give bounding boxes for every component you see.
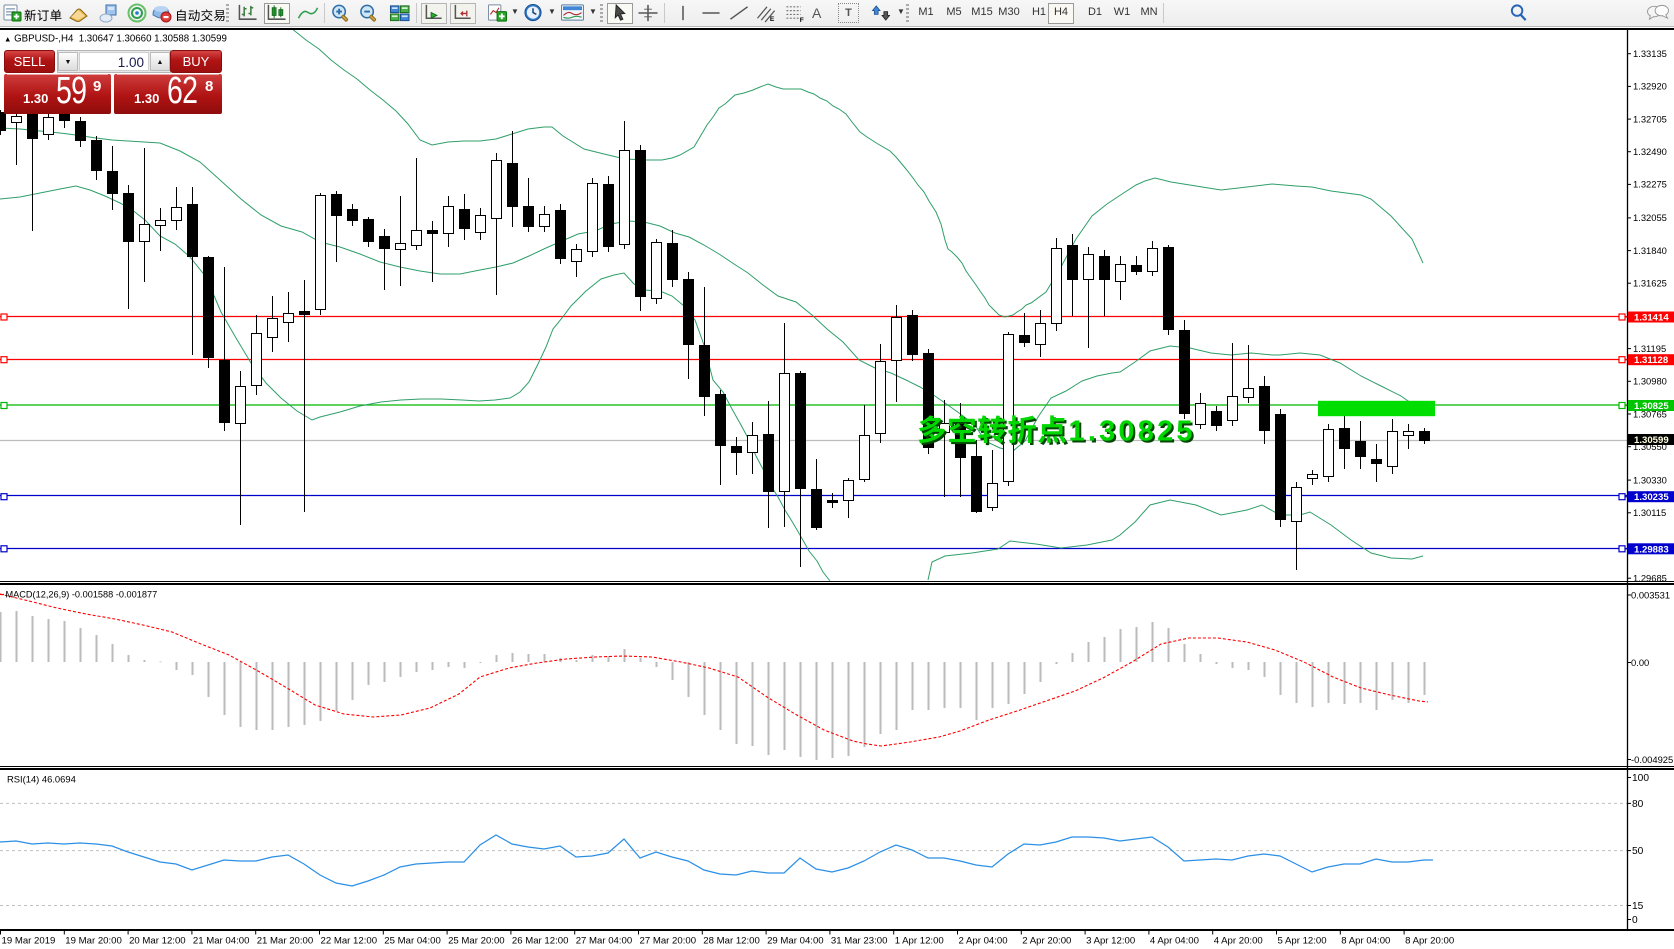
svg-text:8 Apr 04:00: 8 Apr 04:00 [1341, 936, 1390, 947]
svg-text:1.31840: 1.31840 [1633, 245, 1667, 256]
svg-text:RSI(14) 46.0694: RSI(14) 46.0694 [7, 774, 76, 785]
svg-text:22 Mar 12:00: 22 Mar 12:00 [321, 936, 378, 947]
svg-text:1.31414: 1.31414 [1634, 313, 1669, 324]
svg-text:1.30825: 1.30825 [1634, 401, 1669, 412]
svg-text:0.003531: 0.003531 [1631, 589, 1670, 600]
svg-text:-0.004925: -0.004925 [1631, 754, 1673, 765]
svg-text:25 Mar 04:00: 25 Mar 04:00 [384, 936, 441, 947]
svg-text:▲ GBPUSD-,H4 1.30647 1.30660: ▲ GBPUSD-,H4 1.30647 1.30660 1.30588 1.3… [4, 34, 227, 45]
svg-text:20 Mar 12:00: 20 Mar 12:00 [129, 936, 186, 947]
svg-text:1.30115: 1.30115 [1633, 507, 1666, 518]
svg-text:1.30980: 1.30980 [1633, 376, 1667, 387]
svg-text:1.29685: 1.29685 [1633, 573, 1667, 584]
svg-text:1.30765: 1.30765 [1633, 408, 1667, 419]
svg-text:100: 100 [1632, 773, 1649, 784]
svg-text:1.31128: 1.31128 [1634, 355, 1669, 366]
svg-text:1.32920: 1.32920 [1633, 81, 1667, 92]
svg-text:4 Apr 20:00: 4 Apr 20:00 [1214, 936, 1263, 947]
svg-text:E: E [770, 16, 775, 23]
svg-text:1.32055: 1.32055 [1633, 212, 1667, 223]
svg-text:MACD(12,26,9) -0.001588 -0.001: MACD(12,26,9) -0.001588 -0.001877 [6, 590, 158, 600]
svg-text:3 Apr 12:00: 3 Apr 12:00 [1086, 936, 1135, 947]
svg-text:0.00: 0.00 [1631, 657, 1649, 668]
svg-text:21 Mar 04:00: 21 Mar 04:00 [193, 936, 250, 947]
svg-text:1 Apr 12:00: 1 Apr 12:00 [895, 936, 944, 947]
svg-text:1.30330: 1.30330 [1633, 474, 1667, 485]
svg-text:80: 80 [1632, 799, 1644, 810]
svg-text:2 Apr 04:00: 2 Apr 04:00 [959, 936, 1008, 947]
svg-text:F: F [800, 17, 804, 23]
svg-text:31 Mar 23:00: 31 Mar 23:00 [831, 936, 888, 947]
svg-text:1.32490: 1.32490 [1633, 146, 1667, 157]
svg-text:28 Mar 12:00: 28 Mar 12:00 [703, 936, 760, 947]
svg-text:1.33135: 1.33135 [1633, 48, 1667, 59]
svg-text:1.31195: 1.31195 [1633, 343, 1666, 354]
svg-text:1.30825: 1.30825 [1069, 416, 1196, 448]
svg-text:0: 0 [1632, 915, 1638, 926]
svg-text:1.29883: 1.29883 [1634, 544, 1669, 555]
svg-text:29 Mar 04:00: 29 Mar 04:00 [767, 936, 824, 947]
svg-text:50: 50 [1632, 846, 1644, 857]
svg-text:15: 15 [1632, 901, 1644, 912]
svg-text:2 Apr 20:00: 2 Apr 20:00 [1022, 936, 1071, 947]
svg-text:21 Mar 20:00: 21 Mar 20:00 [257, 936, 314, 947]
svg-text:27 Mar 20:00: 27 Mar 20:00 [640, 936, 697, 947]
svg-text:1.30825: 1.30825 [1071, 418, 1198, 450]
svg-text:4 Apr 04:00: 4 Apr 04:00 [1150, 936, 1199, 947]
svg-text:8 Apr 20:00: 8 Apr 20:00 [1405, 936, 1454, 947]
svg-text:1.31625: 1.31625 [1633, 278, 1667, 289]
svg-text:25 Mar 20:00: 25 Mar 20:00 [448, 936, 505, 947]
svg-text:1.30599: 1.30599 [1634, 435, 1669, 446]
svg-text:27 Mar 04:00: 27 Mar 04:00 [576, 936, 633, 947]
svg-text:1.32705: 1.32705 [1633, 113, 1667, 124]
svg-text:1.32275: 1.32275 [1633, 179, 1667, 190]
svg-text:1.30550: 1.30550 [1633, 441, 1667, 452]
svg-text:26 Mar 12:00: 26 Mar 12:00 [512, 936, 569, 947]
svg-text:5 Apr 12:00: 5 Apr 12:00 [1278, 936, 1327, 947]
svg-text:19 Mar 20:00: 19 Mar 20:00 [65, 936, 122, 947]
svg-text:1.30235: 1.30235 [1634, 492, 1669, 503]
svg-text:19 Mar 2019: 19 Mar 2019 [2, 936, 56, 947]
